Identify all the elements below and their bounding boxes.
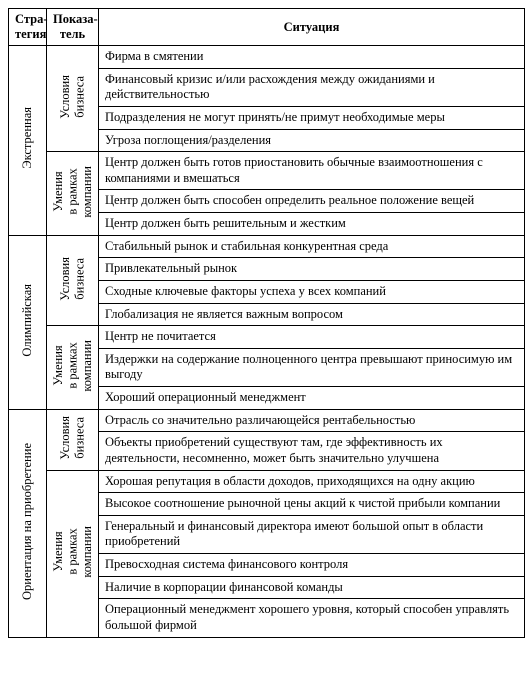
indicator-label: Уменияв рамкахкомпании [51,340,94,392]
situation-cell: Центр должен быть готов приостановить об… [99,152,525,190]
situation-cell: Отрасль со значительно различающейся рен… [99,409,525,432]
table-row: Уменияв рамкахкомпанииХорошая репутация … [9,470,525,493]
strategy-label: Олимпийская [20,284,34,357]
situation-cell: Привлекательный рынок [99,258,525,281]
situation-cell: Издержки на содержание полноценного цент… [99,348,525,386]
indicator-label: Условиябизнеса [58,257,87,301]
indicator-cell: Условиябизнеса [47,46,99,152]
situation-cell: Высокое соотношение рыночной цены акций … [99,493,525,516]
situation-cell: Подразделения не могут принять/не примут… [99,106,525,129]
header-situation: Ситуация [99,9,525,46]
situation-cell: Объекты приобретений существуют там, где… [99,432,525,470]
table-row: Ориентация на приобретениеУсловиябизнеса… [9,409,525,432]
situation-cell: Центр не почитается [99,326,525,349]
situation-cell: Угроза поглощения/разделения [99,129,525,152]
strategy-cell: Ориентация на приобретение [9,409,47,637]
header-indicator: Показа-тель [47,9,99,46]
strategy-table: Стра-тегия Показа-тель Ситуация Экстренн… [8,8,525,638]
situation-cell: Хороший операционный менеджмент [99,387,525,410]
indicator-label: Уменияв рамкахкомпании [51,526,94,578]
indicator-label: Условиябизнеса [58,75,87,119]
situation-cell: Глобализация не является важным вопросом [99,303,525,326]
table-row: ЭкстреннаяУсловиябизнесаФирма в смятении [9,46,525,69]
strategy-cell: Экстренная [9,46,47,236]
situation-cell: Стабильный рынок и стабильная конкурентн… [99,235,525,258]
indicator-label: Уменияв рамкахкомпании [51,166,94,218]
situation-cell: Центр должен быть способен определить ре… [99,190,525,213]
indicator-cell: Уменияв рамкахкомпании [47,326,99,410]
table-row: ОлимпийскаяУсловиябизнесаСтабильный рыно… [9,235,525,258]
situation-cell: Наличие в корпорации финансовой команды [99,576,525,599]
situation-cell: Сходные ключевые факторы успеха у всех к… [99,280,525,303]
strategy-label: Экстренная [20,107,34,169]
header-row: Стра-тегия Показа-тель Ситуация [9,9,525,46]
indicator-cell: Уменияв рамкахкомпании [47,152,99,236]
indicator-label: Условиябизнеса [58,416,87,460]
situation-cell: Финансовый кризис и/или расхождения межд… [99,68,525,106]
indicator-cell: Условиябизнеса [47,235,99,326]
situation-cell: Фирма в смятении [99,46,525,69]
strategy-cell: Олимпийская [9,235,47,409]
table-row: Уменияв рамкахкомпанииЦентр не почитаетс… [9,326,525,349]
strategy-label: Ориентация на приобретение [20,443,34,600]
situation-cell: Центр должен быть решительным и жестким [99,213,525,236]
situation-cell: Операционный менеджмент хорошего уровня,… [99,599,525,637]
indicator-cell: Условиябизнеса [47,409,99,470]
situation-cell: Превосходная система финансового контрол… [99,554,525,577]
header-strategy: Стра-тегия [9,9,47,46]
indicator-cell: Уменияв рамкахкомпании [47,470,99,637]
table-row: Уменияв рамкахкомпанииЦентр должен быть … [9,152,525,190]
situation-cell: Хорошая репутация в области доходов, при… [99,470,525,493]
situation-cell: Генеральный и финансовый директора имеют… [99,515,525,553]
